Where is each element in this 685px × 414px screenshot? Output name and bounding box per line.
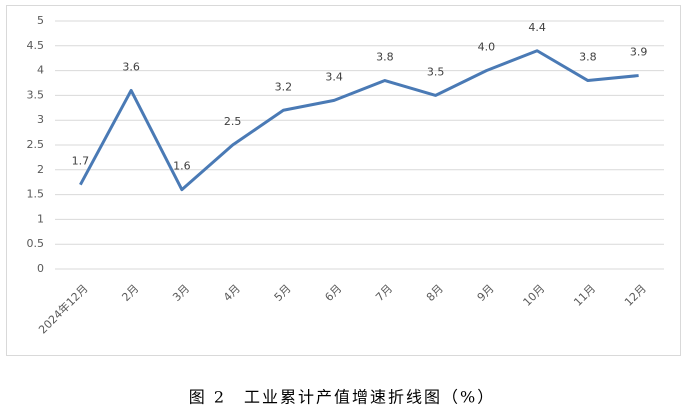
y-tick-label: 1.5 [27, 188, 45, 201]
y-tick-label: 2.5 [27, 138, 45, 151]
data-label: 4.0 [478, 41, 496, 54]
data-label: 3.5 [427, 65, 445, 78]
y-tick-label: 1 [37, 212, 44, 225]
y-tick-label: 4 [37, 64, 44, 77]
data-label: 1.7 [72, 155, 90, 168]
chart-frame [6, 5, 681, 356]
y-tick-label: 2 [37, 163, 44, 176]
data-label: 3.9 [630, 46, 648, 59]
data-label: 3.2 [275, 80, 293, 93]
data-label: 3.8 [376, 51, 394, 64]
data-label: 3.6 [122, 60, 140, 73]
data-label: 4.4 [528, 21, 546, 34]
line [79, 49, 639, 192]
chart-title: 图 2 工业累计产值增速折线图（%） [189, 388, 495, 407]
y-tick-label: 0 [37, 262, 44, 275]
y-tick-label: 5 [37, 14, 44, 27]
data-label: 1.6 [173, 160, 191, 173]
y-tick-label: 0.5 [27, 237, 45, 250]
data-label: 3.4 [325, 70, 343, 83]
data-label: 3.8 [579, 51, 597, 64]
y-tick-label: 3.5 [27, 88, 45, 101]
y-tick-label: 3 [37, 113, 44, 126]
data-label: 2.5 [224, 115, 242, 128]
y-tick-label: 4.5 [27, 39, 45, 52]
